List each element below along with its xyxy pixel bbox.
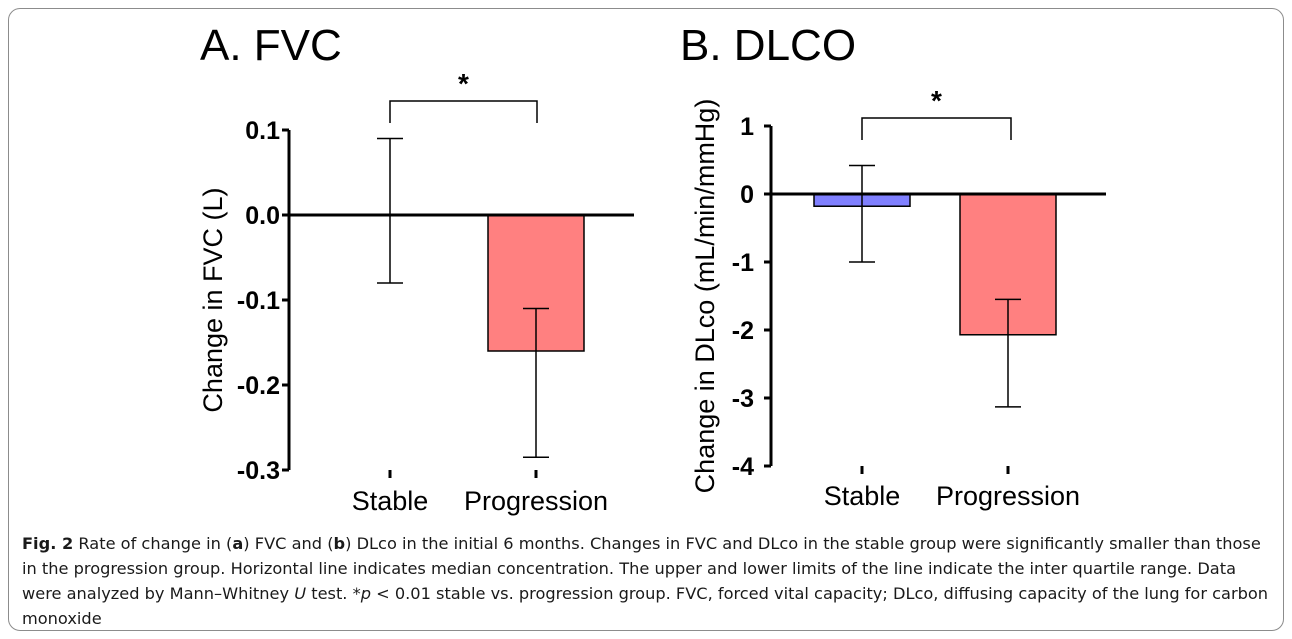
category-label-progression: Progression: [936, 481, 1080, 511]
chart-title: B. DLCO: [680, 21, 856, 70]
y-tick-label: -0.3: [237, 457, 280, 485]
caption-text-2: ) FVC and (: [243, 534, 334, 553]
figure-caption: Fig. 2 Rate of change in (a) FVC and (b)…: [22, 531, 1272, 631]
caption-text-3: ) DLco in the initial 6 months. Changes …: [22, 534, 1261, 603]
caption-text-5: < 0.01 stable vs. progression group. FVC…: [22, 584, 1269, 628]
y-tick-label: 0.0: [245, 202, 280, 230]
caption-u-symbol: U: [294, 584, 307, 603]
category-label-stable: Stable: [824, 481, 901, 511]
significance-bracket: [389, 100, 538, 123]
caption-text-4: test. *: [306, 584, 361, 603]
panel-a-fvc: A. FVC Change in FVC (L) 0.1 0.0 -0.1 -0.2 -0.…: [198, 21, 634, 516]
y-tick-label: 1: [740, 113, 754, 141]
figure-charts: A. FVC Change in FVC (L) 0.1 0.0 -0.1 -0.2 -0.…: [198, 21, 1106, 516]
figure-frame: [8, 8, 1284, 631]
significance-star: *: [458, 68, 469, 99]
caption-fig-label: Fig. 2: [22, 534, 74, 553]
significance-bracket: [861, 117, 1012, 140]
y-tick-label: -1: [732, 249, 754, 277]
category-label-stable: Stable: [352, 486, 429, 516]
significance-star: *: [931, 85, 942, 116]
y-tick-label: -0.2: [237, 372, 280, 400]
caption-text-1: Rate of change in (: [78, 534, 233, 553]
category-label-progression: Progression: [464, 486, 608, 516]
y-axis-label: Change in DLco (mL/min/mmHg): [690, 99, 720, 494]
caption-panel-a-ref: a: [232, 534, 244, 553]
y-tick-label: 0: [740, 181, 754, 209]
y-tick-label: -2: [732, 317, 754, 345]
y-tick-label: -0.1: [237, 287, 280, 315]
y-tick-label: -4: [732, 453, 754, 481]
chart-title: A. FVC: [200, 21, 342, 70]
y-tick-label: -3: [732, 385, 754, 413]
y-axis-label: Change in FVC (L): [198, 187, 228, 412]
panel-b-dlco: B. DLCO Change in DLco (mL/min/mmHg) 1 0 -1 -…: [680, 21, 1106, 511]
caption-p-symbol: p: [360, 584, 371, 603]
y-tick-label: 0.1: [245, 117, 280, 145]
caption-panel-b-ref: b: [333, 534, 346, 553]
